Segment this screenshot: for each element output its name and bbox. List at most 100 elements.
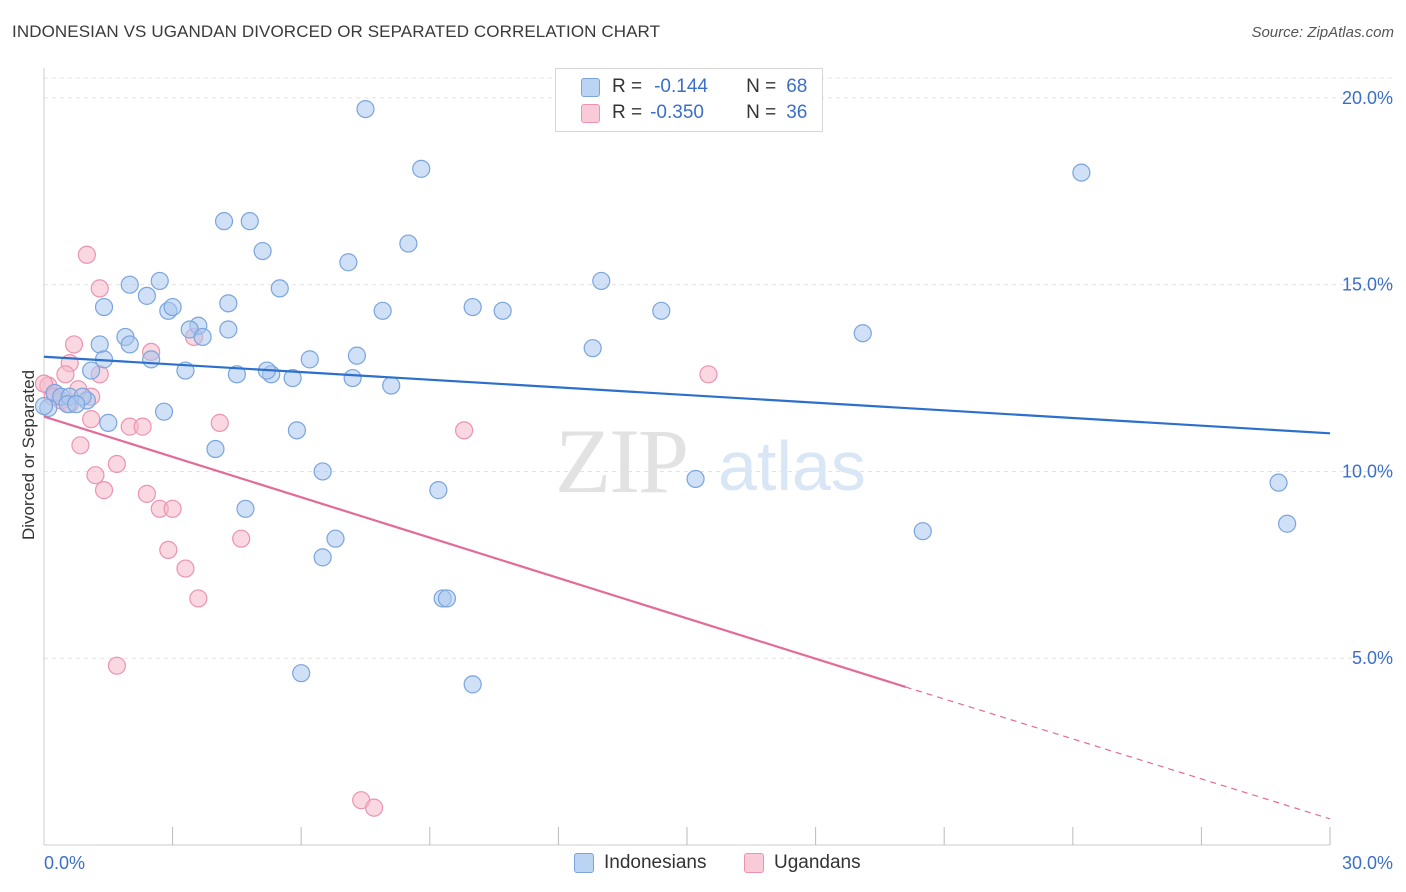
indonesian-point bbox=[399, 234, 418, 253]
correlation-legend: R = -0.144 N = 68 R = -0.350 N = 36 bbox=[555, 68, 823, 132]
indonesians-trendline bbox=[43, 355, 1331, 435]
indonesian-point bbox=[463, 297, 482, 317]
ugandans-trendline bbox=[43, 415, 906, 689]
x-ticks bbox=[172, 827, 1331, 845]
chart-title: INDONESIAN VS UGANDAN DIVORCED OR SEPARA… bbox=[12, 22, 661, 41]
ugandan-point bbox=[107, 656, 126, 675]
watermark-zip: ZIP bbox=[555, 410, 687, 512]
indonesian-point bbox=[34, 396, 54, 416]
watermark: ZIP atlas bbox=[555, 410, 866, 512]
indonesian-point bbox=[193, 327, 212, 347]
bottom-legend-swatch-blue bbox=[574, 853, 594, 873]
indonesian-point bbox=[429, 481, 448, 500]
trendlines bbox=[43, 355, 1331, 820]
indonesian-point bbox=[463, 675, 482, 694]
ugandan-point bbox=[56, 365, 75, 384]
indonesian-point bbox=[592, 271, 611, 291]
indonesian-point bbox=[236, 499, 255, 518]
y-tick-label: 5.0% bbox=[1352, 648, 1393, 668]
indonesian-point bbox=[120, 335, 139, 354]
legend-row-indonesians: R = -0.144 N = 68 bbox=[581, 75, 807, 99]
legend-swatch-blue bbox=[581, 77, 600, 97]
series-ugandans bbox=[34, 245, 718, 817]
indonesian-point bbox=[343, 368, 362, 388]
ugandan-point bbox=[94, 481, 114, 500]
ugandans-trendline-extension bbox=[905, 686, 1331, 820]
ugandan-point bbox=[71, 436, 90, 455]
indonesian-point bbox=[686, 469, 705, 489]
indonesian-point bbox=[240, 212, 259, 231]
indonesian-point bbox=[1072, 163, 1091, 182]
indonesian-point bbox=[1269, 473, 1288, 492]
ugandan-point bbox=[86, 466, 105, 485]
bottom-legend-label-indonesians: Indonesians bbox=[604, 852, 707, 873]
indonesian-point bbox=[493, 301, 512, 320]
ugandan-point bbox=[232, 529, 251, 548]
legend-row-ugandans: R = -0.350 N = 36 bbox=[581, 101, 807, 125]
indonesian-point bbox=[154, 402, 174, 421]
indonesian-point bbox=[150, 271, 169, 291]
legend-n-label: N = bbox=[746, 76, 777, 97]
ugandan-point bbox=[163, 499, 182, 518]
y-tick-label: 10.0% bbox=[1342, 461, 1393, 481]
ugandan-point bbox=[107, 454, 126, 474]
indonesian-point bbox=[227, 365, 246, 384]
legend-r-value: -0.350 bbox=[650, 102, 704, 123]
ugandan-point bbox=[133, 417, 152, 436]
indonesian-point bbox=[412, 159, 431, 178]
ugandan-point bbox=[82, 410, 101, 429]
ugandan-point bbox=[77, 245, 96, 264]
legend-r-value: -0.144 bbox=[654, 76, 708, 97]
indonesian-point bbox=[94, 297, 114, 317]
indonesian-point bbox=[283, 368, 302, 388]
ugandan-point bbox=[64, 335, 84, 354]
indonesian-point bbox=[82, 361, 101, 380]
ugandan-point bbox=[699, 365, 718, 384]
indonesian-point bbox=[583, 339, 602, 358]
ugandan-point bbox=[90, 279, 109, 298]
indonesian-point bbox=[99, 413, 118, 432]
x-tick-label-min: 0.0% bbox=[44, 853, 85, 873]
ugandan-point bbox=[137, 484, 156, 503]
indonesian-point bbox=[313, 462, 332, 481]
y-tick-label: 20.0% bbox=[1342, 88, 1393, 108]
indonesian-point bbox=[270, 279, 289, 298]
legend-n-label: N = bbox=[746, 102, 777, 123]
indonesian-point bbox=[356, 99, 375, 119]
ugandan-point bbox=[364, 798, 384, 817]
bottom-legend-swatch-pink bbox=[744, 853, 764, 873]
legend-n-value: 68 bbox=[786, 76, 808, 97]
legend-swatch-pink bbox=[581, 103, 600, 123]
ugandan-point bbox=[454, 421, 474, 440]
indonesian-point bbox=[382, 376, 401, 395]
indonesian-point bbox=[853, 324, 872, 343]
indonesian-point bbox=[326, 529, 345, 548]
ugandan-point bbox=[210, 413, 229, 432]
series-indonesians bbox=[34, 99, 1297, 694]
y-tick-labels: 5.0% 10.0% 15.0% 20.0% bbox=[1342, 88, 1393, 668]
ugandan-point bbox=[189, 589, 208, 608]
indonesian-point bbox=[90, 335, 109, 354]
y-tick-label: 15.0% bbox=[1342, 275, 1393, 295]
bottom-legend-indonesians: Indonesians bbox=[574, 852, 706, 874]
source-label: Source: ZipAtlas.com bbox=[1251, 24, 1394, 41]
indonesian-point bbox=[339, 253, 358, 272]
ugandan-point bbox=[176, 559, 195, 578]
indonesian-point bbox=[313, 548, 332, 567]
watermark-atlas: atlas bbox=[718, 427, 866, 505]
indonesian-point bbox=[253, 241, 272, 261]
indonesian-point bbox=[219, 320, 238, 339]
indonesian-point bbox=[120, 275, 139, 294]
indonesian-point bbox=[142, 350, 161, 369]
indonesian-point bbox=[292, 664, 311, 683]
bottom-legend-ugandans: Ugandans bbox=[744, 852, 861, 874]
indonesian-point bbox=[206, 439, 225, 459]
legend-n-value: 36 bbox=[786, 102, 808, 123]
legend-r-label: R = bbox=[612, 76, 643, 97]
legend-r-label: R = bbox=[612, 102, 643, 123]
indonesian-point bbox=[219, 294, 238, 313]
indonesian-point bbox=[287, 421, 307, 440]
indonesian-point bbox=[1278, 514, 1297, 533]
indonesian-point bbox=[652, 301, 671, 320]
